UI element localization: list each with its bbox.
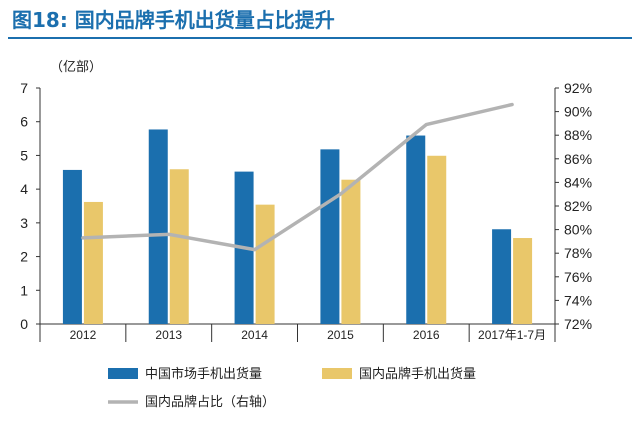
y-tick-label: 0 — [20, 316, 28, 332]
legend-domestic-label: 国内品牌手机出货量 — [359, 366, 476, 382]
x-tick-label: 2014 — [241, 328, 268, 342]
legend-market-swatch — [108, 368, 138, 379]
y2-tick-label: 90% — [564, 104, 592, 120]
bar-domestic-shipments — [169, 169, 189, 324]
legend-share-label: 国内品牌占比（右轴） — [145, 394, 275, 410]
y-axis-unit-label: （亿部） — [50, 60, 102, 75]
legend-domestic-swatch — [322, 368, 352, 379]
y-tick-label: 5 — [20, 147, 28, 163]
y-tick-label: 4 — [20, 181, 28, 197]
axes: 0 1 2 3 4 5 6 7 72% 74% 76% 78% 80% 82% 84% 86% 88% 90% 92… — [20, 80, 592, 342]
legend-market-label: 中国市场手机出货量 — [145, 366, 262, 382]
y-tick-label: 3 — [20, 215, 28, 231]
y2-tick-label: 92% — [564, 80, 592, 96]
bar-market-shipments — [406, 135, 426, 324]
bar-market-shipments — [492, 229, 512, 324]
chart-title: 图18: 国内品牌手机出货量占比提升 — [12, 8, 335, 32]
bar-domestic-shipments — [83, 201, 103, 324]
bars — [62, 129, 533, 324]
y2-tick-label: 74% — [564, 292, 592, 308]
y2-tick-label: 82% — [564, 198, 592, 214]
y-tick-label: 2 — [20, 249, 28, 265]
x-tick-label: 2013 — [155, 328, 182, 342]
y2-tick-label: 80% — [564, 222, 592, 238]
y2-tick-label: 78% — [564, 245, 592, 261]
y2-tick-label: 72% — [564, 316, 592, 332]
y2-tick-label: 86% — [564, 151, 592, 167]
share-line-path — [81, 102, 514, 252]
bar-domestic-shipments — [255, 204, 275, 324]
x-tick-label: 2012 — [70, 328, 97, 342]
y-tick-label: 1 — [20, 282, 28, 298]
x-tick-label: 2016 — [413, 328, 440, 342]
x-tick-label: 2015 — [327, 328, 354, 342]
x-tick-label: 2017年1-7月 — [478, 328, 546, 342]
title-underline — [8, 37, 632, 39]
bar-market-shipments — [148, 129, 168, 324]
y2-tick-label: 84% — [564, 174, 592, 190]
bar-domestic-shipments — [513, 238, 533, 324]
bar-domestic-shipments — [341, 179, 361, 324]
bar-market-shipments — [62, 169, 82, 324]
bar-domestic-shipments — [427, 155, 447, 324]
y-tick-label: 6 — [20, 114, 28, 130]
share-line — [81, 102, 514, 252]
bar-market-shipments — [320, 149, 340, 324]
figure-header: 图18: 国内品牌手机出货量占比提升 — [0, 0, 640, 40]
y2-tick-label: 88% — [564, 127, 592, 143]
y2-tick-label: 76% — [564, 269, 592, 285]
y-tick-label: 7 — [20, 80, 28, 96]
